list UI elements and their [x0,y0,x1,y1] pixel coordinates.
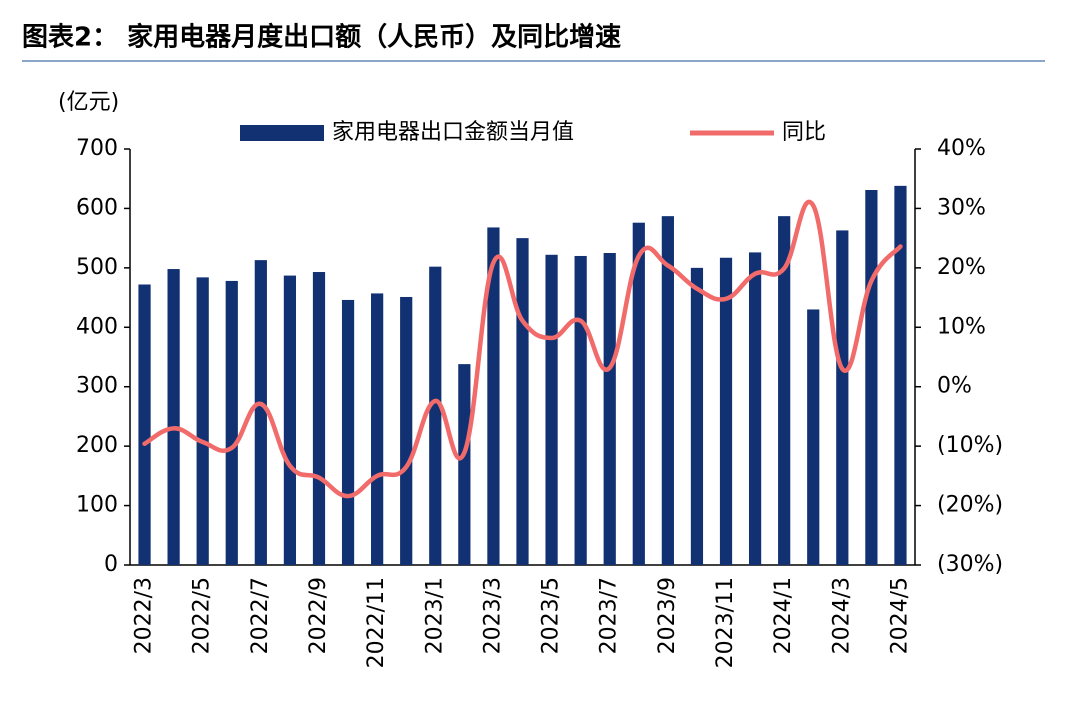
bar [138,284,151,565]
x-tick-label: 2022/7 [248,577,273,654]
bar [865,190,878,565]
bar [748,252,762,566]
x-tick-label: 2023/5 [539,577,564,654]
x-tick-label: 2022/5 [190,577,215,654]
y-tick-label: 200 [76,433,118,458]
bar [458,364,471,565]
y-tick-label: 700 [76,136,118,161]
bar [196,277,209,565]
y2-tick-label: 30% [937,195,986,220]
y-tick-label: 0 [104,552,118,577]
y-axis-label: (亿元) [58,90,119,115]
bar [225,280,238,565]
y-tick-label: 300 [76,374,118,399]
bar [341,299,355,565]
y-tick-label: 500 [76,255,118,280]
x-tick-label: 2023/1 [422,577,447,654]
bar [429,266,442,565]
bar [661,216,674,565]
bar [400,296,413,565]
x-tick-label: 2023/9 [655,577,680,654]
chart-title: 图表2： 家用电器月度出口额（人民币）及同比增速 [22,22,621,53]
x-tick-label: 2024/1 [771,577,796,654]
bar [312,272,326,565]
bar [719,257,733,565]
legend-label: 家用电器出口金额当月值 [332,120,574,145]
legend-swatch [240,125,324,141]
bar [545,254,558,566]
y-tick-label: 100 [76,493,118,518]
y2-tick-label: 40% [937,136,986,161]
y2-tick-label: (30%) [937,552,1003,577]
x-tick-label: 2023/3 [480,577,505,654]
bar [167,269,180,565]
bar [632,222,645,566]
x-tick-label: 2024/3 [829,577,854,654]
y-tick-label: 600 [76,195,118,220]
bar [516,238,529,565]
bar [254,260,267,565]
x-tick-label: 2022/3 [132,577,157,654]
bar [574,255,587,565]
legend-label: 同比 [782,120,826,145]
line [142,199,903,499]
bar [487,227,500,565]
y2-tick-label: (10%) [937,433,1003,458]
bar [283,275,297,565]
bar [836,230,849,565]
x-tick-label: 2023/7 [597,577,622,654]
bar [690,267,704,565]
y2-tick-label: 0% [937,374,972,399]
bar [603,253,616,565]
x-tick-label: 2024/5 [887,577,912,654]
y2-tick-label: (20%) [937,493,1003,518]
y2-tick-label: 10% [937,314,986,339]
x-tick-label: 2023/11 [713,577,738,668]
bar [894,185,907,566]
y2-tick-label: 20% [937,255,986,280]
bar [807,309,820,565]
x-tick-label: 2022/9 [306,577,331,654]
bar [371,293,384,565]
y-tick-label: 400 [76,314,118,339]
x-tick-label: 2022/11 [364,577,389,668]
bar [778,216,791,565]
